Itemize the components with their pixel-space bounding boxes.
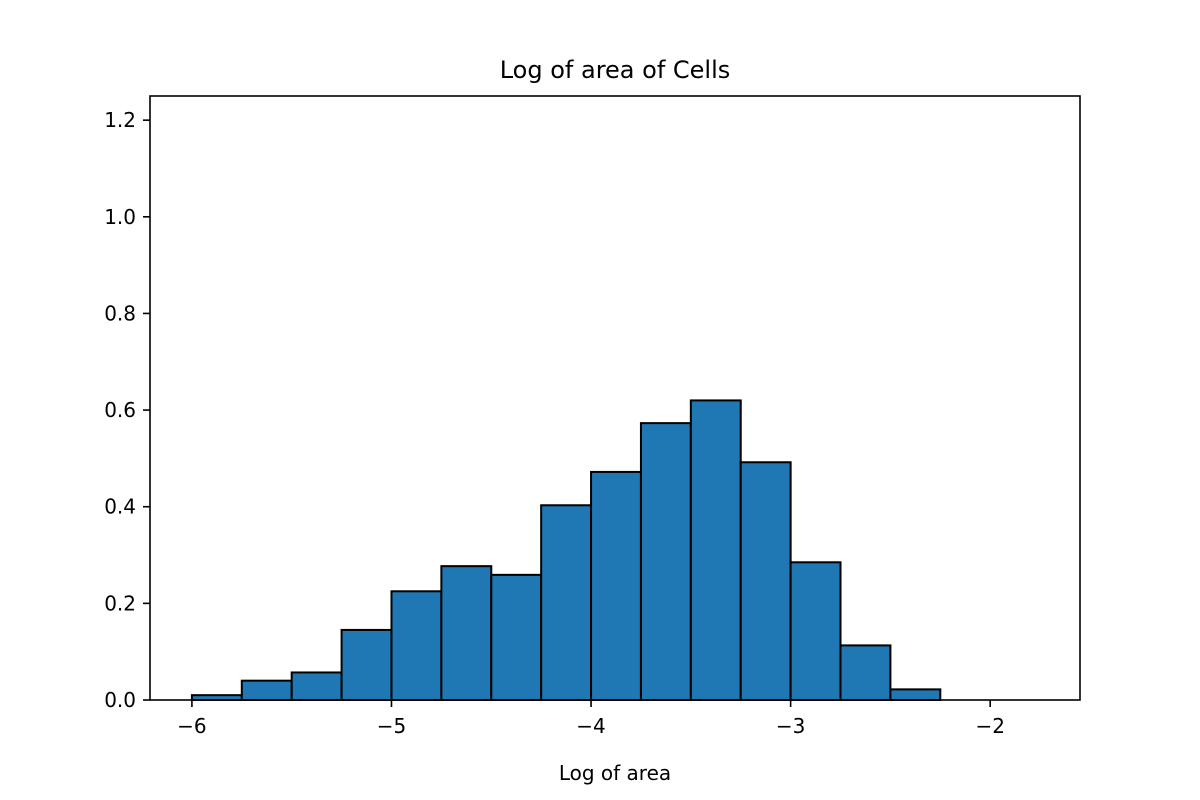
histogram-bar <box>390 590 443 702</box>
x-tick-label: −3 <box>776 714 805 738</box>
y-axis: 0.0 0.2 0.4 0.6 0.8 1.0 1.2 <box>104 108 150 712</box>
bars-layer <box>190 399 942 702</box>
histogram-bar <box>889 688 942 702</box>
y-tick-label: 0.4 <box>104 495 136 519</box>
x-axis-label: Log of area <box>559 761 671 785</box>
x-tick-label: −2 <box>975 714 1004 738</box>
y-tick-label: 0.2 <box>104 591 136 615</box>
histogram-bar <box>739 461 792 701</box>
histogram-bar <box>839 644 892 701</box>
y-tick-label: 0.8 <box>104 301 136 325</box>
y-tick-label: 1.2 <box>104 108 136 132</box>
histogram-bar <box>340 628 393 701</box>
x-tick-label: −6 <box>177 714 206 738</box>
histogram-bar <box>639 422 692 701</box>
histogram-bar <box>590 470 642 701</box>
histogram-bar <box>440 565 493 702</box>
histogram-bar <box>240 679 293 701</box>
histogram-bar <box>540 504 593 701</box>
x-tick-label: −4 <box>576 714 605 738</box>
histogram-bar <box>290 671 343 701</box>
x-tick-label: −5 <box>377 714 406 738</box>
x-axis: −6 −5 −4 −3 −2 <box>177 700 1005 738</box>
y-tick-label: 1.0 <box>104 205 136 229</box>
histogram-bar <box>689 399 742 701</box>
y-tick-label: 0.6 <box>104 398 136 422</box>
y-tick-label: 0.0 <box>104 688 136 712</box>
histogram-bar <box>789 561 842 702</box>
chart-title: Log of area of Cells <box>500 56 731 84</box>
histogram-bar <box>490 573 543 701</box>
plot-frame <box>149 95 1081 701</box>
